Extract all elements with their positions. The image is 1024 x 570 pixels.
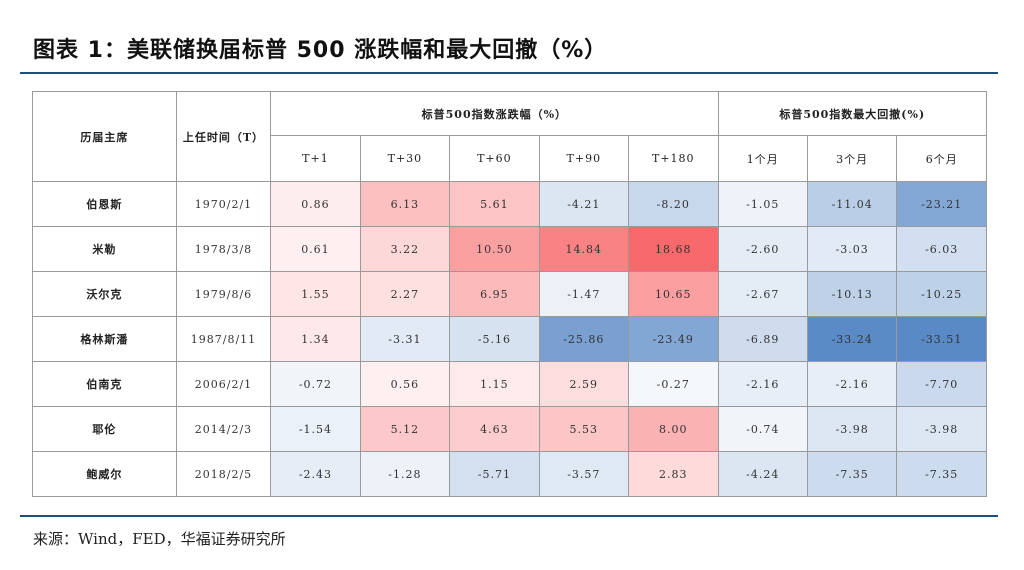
heatmap-cell: -3.98 [806,406,898,452]
heatmap-cell: -1.47 [538,271,630,317]
column-header: 3个月 [806,135,898,182]
heatmap-cell: 4.63 [449,406,540,452]
heatmap-cell: -2.67 [717,271,808,317]
column-header: 1个月 [717,135,808,182]
heatmap-cell: 18.68 [628,226,719,272]
heatmap-cell: -4.21 [538,181,630,227]
heatmap-cell: -6.89 [717,316,808,362]
heatmap-cell: 1.34 [270,316,361,362]
heatmap-cell: 2.59 [538,361,630,407]
heatmap-cell: -3.57 [538,451,630,497]
column-header: T+180 [628,135,719,182]
date-header: 上任时间（T） [175,91,272,182]
heatmap-cell: -2.43 [270,451,361,497]
column-header: T+30 [359,135,451,182]
heatmap-cell: -3.98 [896,406,987,452]
table-row: 米勒 1978/3/8 0.61 3.22 10.50 14.84 18.68 -2.60 -3… [32,226,987,272]
heatmap-cell: -0.74 [717,406,808,452]
heatmap-cell: 14.84 [538,226,630,272]
heatmap-cell: 0.61 [270,226,361,272]
heatmap-cell: 5.12 [359,406,451,452]
table-body: 伯恩斯 1970/2/1 0.86 6.13 5.61 -4.21 -8.20 -1.05 -1… [32,181,987,497]
start-date-cell: 2006/2/1 [175,361,272,407]
column-header: T+60 [449,135,540,182]
heatmap-cell: -10.13 [806,271,898,317]
heatmap-cell: -4.24 [717,451,808,497]
column-header: T+1 [270,135,361,182]
heatmap-cell: 2.27 [359,271,451,317]
top-rule [20,72,998,74]
bottom-rule [20,515,998,517]
heatmap-cell: 6.13 [359,181,451,227]
table-row: 耶伦 2014/2/3 -1.54 5.12 4.63 5.53 8.00 -0.74 -3.9… [32,406,987,452]
heatmap-cell: -33.51 [896,316,987,362]
heatmap-cell: -0.72 [270,361,361,407]
heatmap-cell: -23.21 [896,181,987,227]
chair-name-cell: 米勒 [32,226,177,272]
heatmap-cell: -25.86 [538,316,630,362]
row-header: 历届主席 [32,91,177,182]
heatmap-cell: -7.35 [896,451,987,497]
heatmap-cell: 3.22 [359,226,451,272]
heatmap-cell: 8.00 [628,406,719,452]
heatmap-cell: -2.60 [717,226,808,272]
heatmap-cell: -7.70 [896,361,987,407]
start-date-cell: 1979/8/6 [175,271,272,317]
chair-name-cell: 伯南克 [32,361,177,407]
heatmap-cell: 0.56 [359,361,451,407]
chair-name-cell: 耶伦 [32,406,177,452]
group-header-returns: 标普500指数涨跌幅（%） [270,91,719,136]
start-date-cell: 1970/2/1 [175,181,272,227]
start-date-cell: 1987/8/11 [175,316,272,362]
table-row: 伯南克 2006/2/1 -0.72 0.56 1.15 2.59 -0.27 -2.16 -2… [32,361,987,407]
chair-name-cell: 沃尔克 [32,271,177,317]
heatmap-cell: -3.31 [359,316,451,362]
chair-name-cell: 伯恩斯 [32,181,177,227]
column-header: T+90 [538,135,630,182]
heatmap-cell: -8.20 [628,181,719,227]
heatmap-cell: -0.27 [628,361,719,407]
heatmap-cell: -10.25 [896,271,987,317]
heatmap-cell: -7.35 [806,451,898,497]
heatmap-cell: -3.03 [806,226,898,272]
heatmap-cell: -33.24 [806,316,898,362]
chair-name-cell: 鲍威尔 [32,451,177,497]
table-row: 伯恩斯 1970/2/1 0.86 6.13 5.61 -4.21 -8.20 -1.05 -1… [32,181,987,227]
heatmap-cell: -5.16 [449,316,540,362]
heatmap-cell: -2.16 [717,361,808,407]
table-row: 鲍威尔 2018/2/5 -2.43 -1.28 -5.71 -3.57 2.83 -4.24… [32,451,987,497]
start-date-cell: 2014/2/3 [175,406,272,452]
heatmap-cell: -23.49 [628,316,719,362]
column-header-row: T+1 T+30 T+60 T+90 T+180 1个月 3个月 6个月 [33,135,987,182]
column-header: 6个月 [896,135,987,182]
figure-title: 图表 1：美联储换届标普 500 涨跌幅和最大回撤（%） [33,38,608,63]
heatmap-cell: -2.16 [806,361,898,407]
start-date-cell: 2018/2/5 [175,451,272,497]
heatmap-table: 历届主席 上任时间（T） 标普500指数涨跌幅（%） 标普500指数最大回撤(%… [32,91,987,497]
heatmap-cell: 2.83 [628,451,719,497]
heatmap-cell: 10.65 [628,271,719,317]
heatmap-cell: -11.04 [806,181,898,227]
group-header-drawdown: 标普500指数最大回撤(%) [717,91,987,136]
heatmap-cell: -5.71 [449,451,540,497]
start-date-cell: 1978/3/8 [175,226,272,272]
table-row: 沃尔克 1979/8/6 1.55 2.27 6.95 -1.47 10.65 -2.67 -1… [32,271,987,317]
table-row: 格林斯潘 1987/8/11 1.34 -3.31 -5.16 -25.86 -23.49-… [32,316,987,362]
heatmap-cell: 0.86 [270,181,361,227]
heatmap-cell: -1.05 [717,181,808,227]
heatmap-cell: 10.50 [449,226,540,272]
heatmap-cell: -1.28 [359,451,451,497]
heatmap-cell: 6.95 [449,271,540,317]
heatmap-cell: 1.55 [270,271,361,317]
source-note: 来源：Wind，FED，华福证券研究所 [33,530,286,548]
chair-name-cell: 格林斯潘 [32,316,177,362]
heatmap-cell: 5.61 [449,181,540,227]
heatmap-cell: 1.15 [449,361,540,407]
heatmap-cell: 5.53 [538,406,630,452]
heatmap-cell: -6.03 [896,226,987,272]
heatmap-cell: -1.54 [270,406,361,452]
